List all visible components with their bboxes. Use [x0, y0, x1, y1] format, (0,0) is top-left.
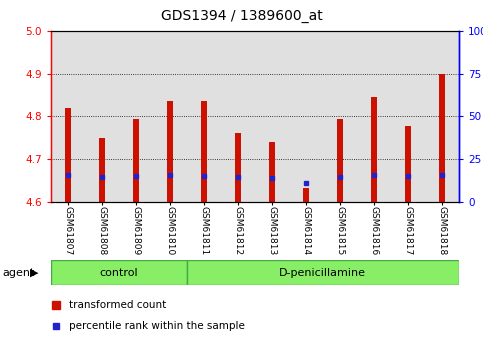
Bar [65, 108, 71, 202]
Bar [133, 119, 139, 202]
Text: D-penicillamine: D-penicillamine [279, 268, 366, 277]
Bar [405, 126, 411, 202]
Text: transformed count: transformed count [69, 300, 166, 310]
Bar [201, 101, 207, 202]
Bar [269, 142, 275, 202]
Bar [303, 188, 309, 202]
Bar [119, 31, 153, 202]
Bar [235, 133, 241, 202]
Text: control: control [99, 268, 138, 277]
Bar [425, 31, 459, 202]
Bar [337, 119, 343, 202]
Bar [371, 97, 377, 202]
Bar [187, 31, 221, 202]
Text: ▶: ▶ [30, 268, 39, 277]
Bar [357, 31, 391, 202]
Bar [167, 101, 173, 202]
Bar [51, 31, 85, 202]
Bar [221, 31, 255, 202]
Bar [99, 138, 105, 202]
Bar [391, 31, 425, 202]
Text: agent: agent [2, 268, 35, 277]
Bar [51, 260, 187, 285]
Bar [85, 31, 119, 202]
Bar [323, 31, 357, 202]
Bar [255, 31, 289, 202]
Bar [187, 260, 459, 285]
Bar [153, 31, 187, 202]
Bar [289, 31, 323, 202]
Bar [439, 74, 445, 202]
Text: percentile rank within the sample: percentile rank within the sample [69, 321, 245, 331]
Text: GDS1394 / 1389600_at: GDS1394 / 1389600_at [161, 9, 322, 23]
